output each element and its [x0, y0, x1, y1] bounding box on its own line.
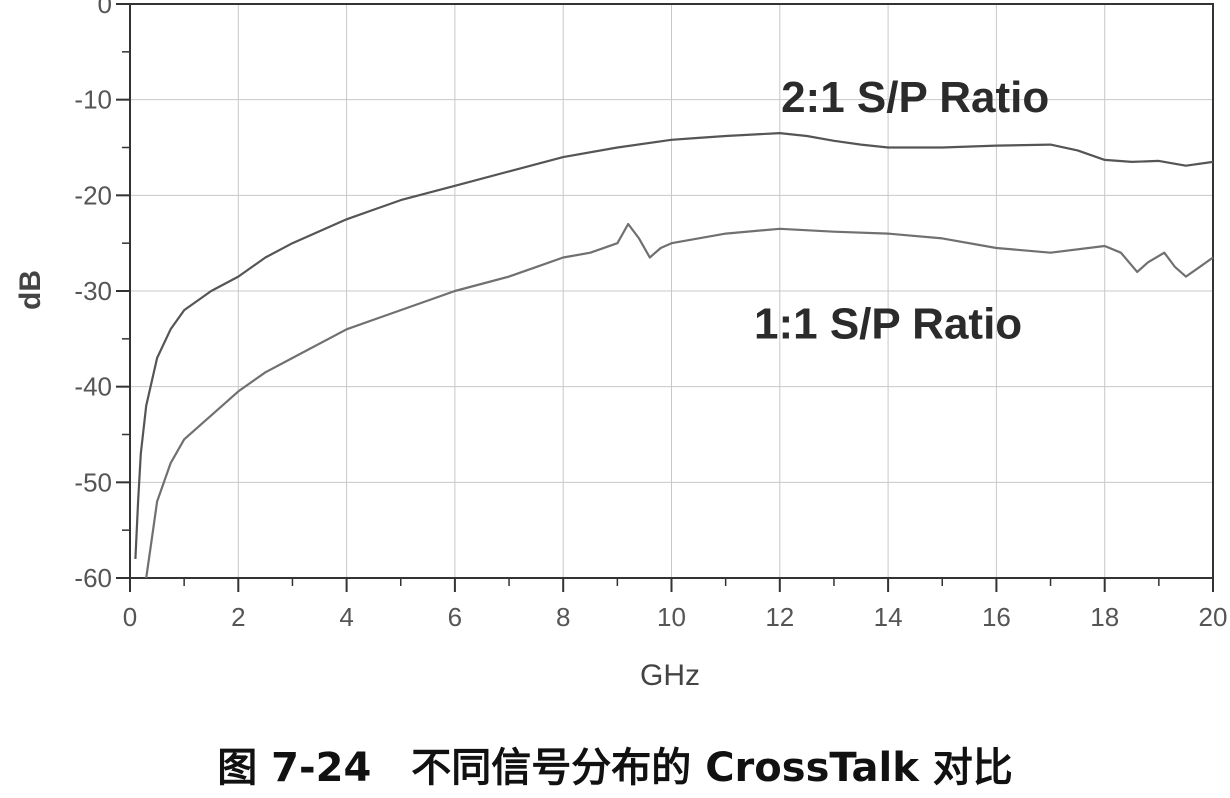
- axis-ticks: [116, 3, 1214, 592]
- series-label-1: 2:1 S/P Ratio: [781, 73, 1049, 122]
- x-tick-label: 12: [765, 602, 794, 632]
- x-tick-label: 10: [657, 602, 686, 632]
- x-axis-title: GHz: [640, 659, 700, 692]
- y-tick-label: -30: [74, 276, 112, 306]
- series-label-2: 1:1 S/P Ratio: [754, 300, 1022, 349]
- y-tick-label: -50: [74, 467, 112, 497]
- y-tick-label: -40: [74, 372, 112, 402]
- x-tick-label: 20: [1199, 602, 1228, 632]
- crosstalk-chart: 0 2 4 6 8 10 12 14 16 18 20 0 -10 -20 -30 -40 -50 -60 2:1…: [14, 0, 1227, 692]
- x-tick-label: 14: [874, 602, 903, 632]
- x-tick-label: 18: [1090, 602, 1119, 632]
- series-annotations: 2:1 S/P Ratio 1:1 S/P Ratio: [754, 73, 1049, 349]
- series-lines: [134, 132, 1214, 579]
- x-tick-label: 4: [339, 602, 353, 632]
- grid: [129, 3, 1214, 579]
- x-tick-label: 0: [123, 602, 137, 632]
- tick-labels: 0 2 4 6 8 10 12 14 16 18 20 0 -10 -20 -30 -40 -50 -60: [74, 0, 1227, 632]
- y-axis-title: dB: [14, 270, 47, 310]
- figure-caption: 图 7-24 不同信号分布的 CrossTalk 对比: [217, 745, 1013, 791]
- plot-frame: [129, 3, 1214, 579]
- y-tick-label: -60: [74, 563, 112, 593]
- y-tick-label: -20: [74, 180, 112, 210]
- x-tick-label: 2: [231, 602, 245, 632]
- x-tick-label: 6: [448, 602, 462, 632]
- x-tick-label: 8: [556, 602, 570, 632]
- y-tick-label: 0: [98, 0, 112, 19]
- series-line-2: [145, 222, 1214, 579]
- y-tick-label: -10: [74, 85, 112, 115]
- x-tick-label: 16: [982, 602, 1011, 632]
- series-line-1: [134, 132, 1214, 559]
